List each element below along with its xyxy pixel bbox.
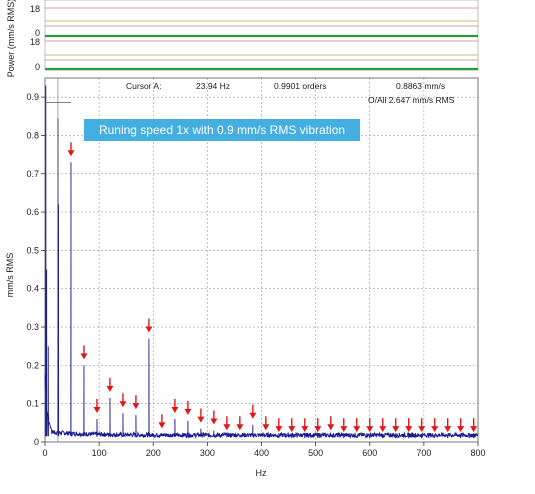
y-tick-label: 0.8 bbox=[26, 130, 39, 140]
annotation-box bbox=[84, 119, 360, 141]
x-axis-title: Hz bbox=[256, 468, 267, 478]
cursor-orders: 0.9901 orders bbox=[274, 81, 326, 91]
harmonic-arrow bbox=[353, 418, 361, 433]
x-tick-label: 100 bbox=[92, 448, 107, 458]
x-tick-label: 400 bbox=[254, 448, 269, 458]
strip-tick-label: 18 bbox=[30, 37, 40, 47]
harmonic-arrow bbox=[184, 400, 192, 415]
y-tick-label: 0.1 bbox=[26, 399, 39, 409]
harmonic-arrow bbox=[457, 418, 465, 433]
y-tick-label: 0.3 bbox=[26, 322, 39, 332]
cursor-label: Cursor A: bbox=[126, 81, 161, 91]
harmonic-arrow bbox=[366, 418, 374, 433]
y-tick-label: 0.2 bbox=[26, 360, 39, 370]
harmonic-arrow bbox=[301, 418, 309, 433]
harmonic-arrow bbox=[314, 418, 322, 433]
harmonic-arrow bbox=[470, 418, 478, 433]
harmonic-arrow bbox=[340, 418, 348, 433]
x-tick-label: 300 bbox=[200, 448, 215, 458]
annotation-text: Runing speed 1x with 0.9 mm/s RMS vibrat… bbox=[99, 123, 345, 137]
spectrum-series-line bbox=[44, 85, 479, 440]
cursor-a-marker bbox=[45, 78, 71, 442]
harmonic-arrow bbox=[418, 418, 426, 433]
y-tick-label: 0.4 bbox=[26, 284, 39, 294]
harmonic-arrow bbox=[67, 142, 75, 157]
harmonic-arrow bbox=[327, 416, 335, 431]
harmonic-arrow bbox=[275, 418, 283, 433]
y-tick-label: 0 bbox=[34, 437, 39, 447]
strip-tick-label: 18 bbox=[30, 4, 40, 14]
harmonic-arrow bbox=[431, 418, 439, 433]
y-tick-label: 0.6 bbox=[26, 207, 39, 217]
harmonic-arrow bbox=[236, 416, 244, 431]
harmonic-arrow bbox=[145, 318, 153, 333]
harmonic-arrow bbox=[223, 416, 231, 431]
harmonic-arrow bbox=[392, 418, 400, 433]
strip-y-axis-label: Power (mm/s RMS) bbox=[6, 0, 16, 77]
overall-level: O/All 2.647 mm/s RMS bbox=[368, 95, 455, 105]
harmonic-arrow bbox=[106, 377, 114, 392]
harmonic-arrow bbox=[249, 404, 257, 419]
x-tick-label: 500 bbox=[308, 448, 323, 458]
y-tick-label: 0.9 bbox=[26, 92, 39, 102]
harmonic-arrow bbox=[379, 418, 387, 433]
cursor-frequency: 23.94 Hz bbox=[196, 81, 230, 91]
cursor-amplitude: 0.8863 mm/s bbox=[396, 81, 445, 91]
y-axis-ticks: 0 0.1 0.2 0.3 0.4 0.5 0.6 0.7 0.8 0.9 bbox=[26, 92, 45, 447]
x-tick-label: 200 bbox=[146, 448, 161, 458]
x-tick-label: 800 bbox=[470, 448, 485, 458]
y-tick-label: 0.7 bbox=[26, 169, 39, 179]
strip-tick-label: 0 bbox=[35, 62, 40, 72]
harmonic-arrow bbox=[171, 399, 179, 414]
y-tick-label: 0.5 bbox=[26, 245, 39, 255]
harmonic-arrow bbox=[288, 418, 296, 433]
harmonic-arrow bbox=[210, 410, 218, 425]
harmonic-arrow bbox=[262, 416, 270, 431]
harmonic-arrow bbox=[444, 418, 452, 433]
harmonic-arrow bbox=[132, 395, 140, 410]
harmonic-arrows bbox=[67, 142, 478, 433]
strip-tick-label: 0 bbox=[35, 28, 40, 38]
harmonic-arrow bbox=[158, 414, 166, 429]
x-tick-label: 700 bbox=[416, 448, 431, 458]
harmonic-arrow bbox=[119, 393, 127, 408]
x-tick-label: 0 bbox=[42, 448, 47, 458]
power-strip-panel: 18 0 18 0 Power (mm/s RMS) bbox=[6, 0, 479, 77]
harmonic-arrow bbox=[93, 399, 101, 414]
harmonic-arrow bbox=[197, 408, 205, 423]
harmonic-arrow bbox=[80, 345, 88, 360]
x-tick-label: 600 bbox=[362, 448, 377, 458]
harmonic-arrow bbox=[405, 418, 413, 433]
y-axis-title: mm/s RMS bbox=[5, 253, 15, 298]
x-axis-ticks: 0 100 200 300 400 500 600 700 800 bbox=[42, 442, 486, 458]
